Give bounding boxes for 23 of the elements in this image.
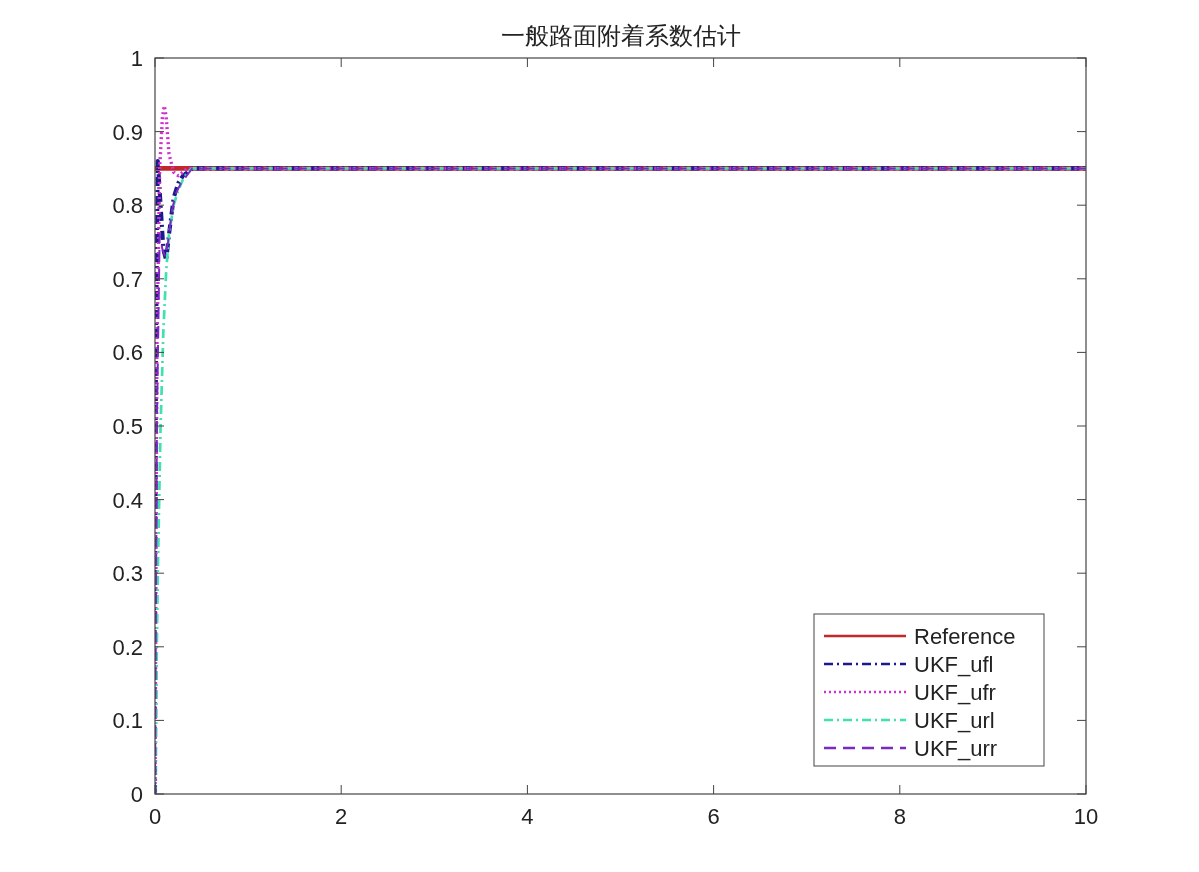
y-tick-label: 0.9 <box>112 119 143 145</box>
x-tick-label: 0 <box>148 804 162 829</box>
legend-label: UKF_url <box>914 708 995 733</box>
y-tick-label: 0 <box>130 782 143 807</box>
y-tick-label: 0.8 <box>112 193 143 219</box>
y-tick-label: 0.5 <box>112 414 143 439</box>
x-tick-label: 6 <box>707 804 720 829</box>
y-tick-label: 0.6 <box>112 340 143 366</box>
y-tick-label: 0.4 <box>112 487 143 513</box>
legend-label: UKF_ufr <box>914 680 996 705</box>
chart-title: 一般路面附着系数估计 <box>500 22 741 49</box>
y-tick-label: 0.2 <box>112 634 143 660</box>
x-tick-label: 8 <box>893 804 906 829</box>
legend-label: UKF_ufl <box>914 652 994 677</box>
y-tick-label: 0.7 <box>112 266 143 292</box>
x-tick-label: 10 <box>1073 804 1099 829</box>
y-tick-label: 1 <box>130 46 143 71</box>
y-tick-label: 0.3 <box>112 561 143 587</box>
legend-label: Reference <box>914 624 1016 649</box>
x-tick-label: 4 <box>521 804 534 829</box>
x-tick-label: 2 <box>335 804 348 829</box>
legend-label: UKF_urr <box>914 736 998 761</box>
y-tick-label: 0.1 <box>112 708 143 734</box>
